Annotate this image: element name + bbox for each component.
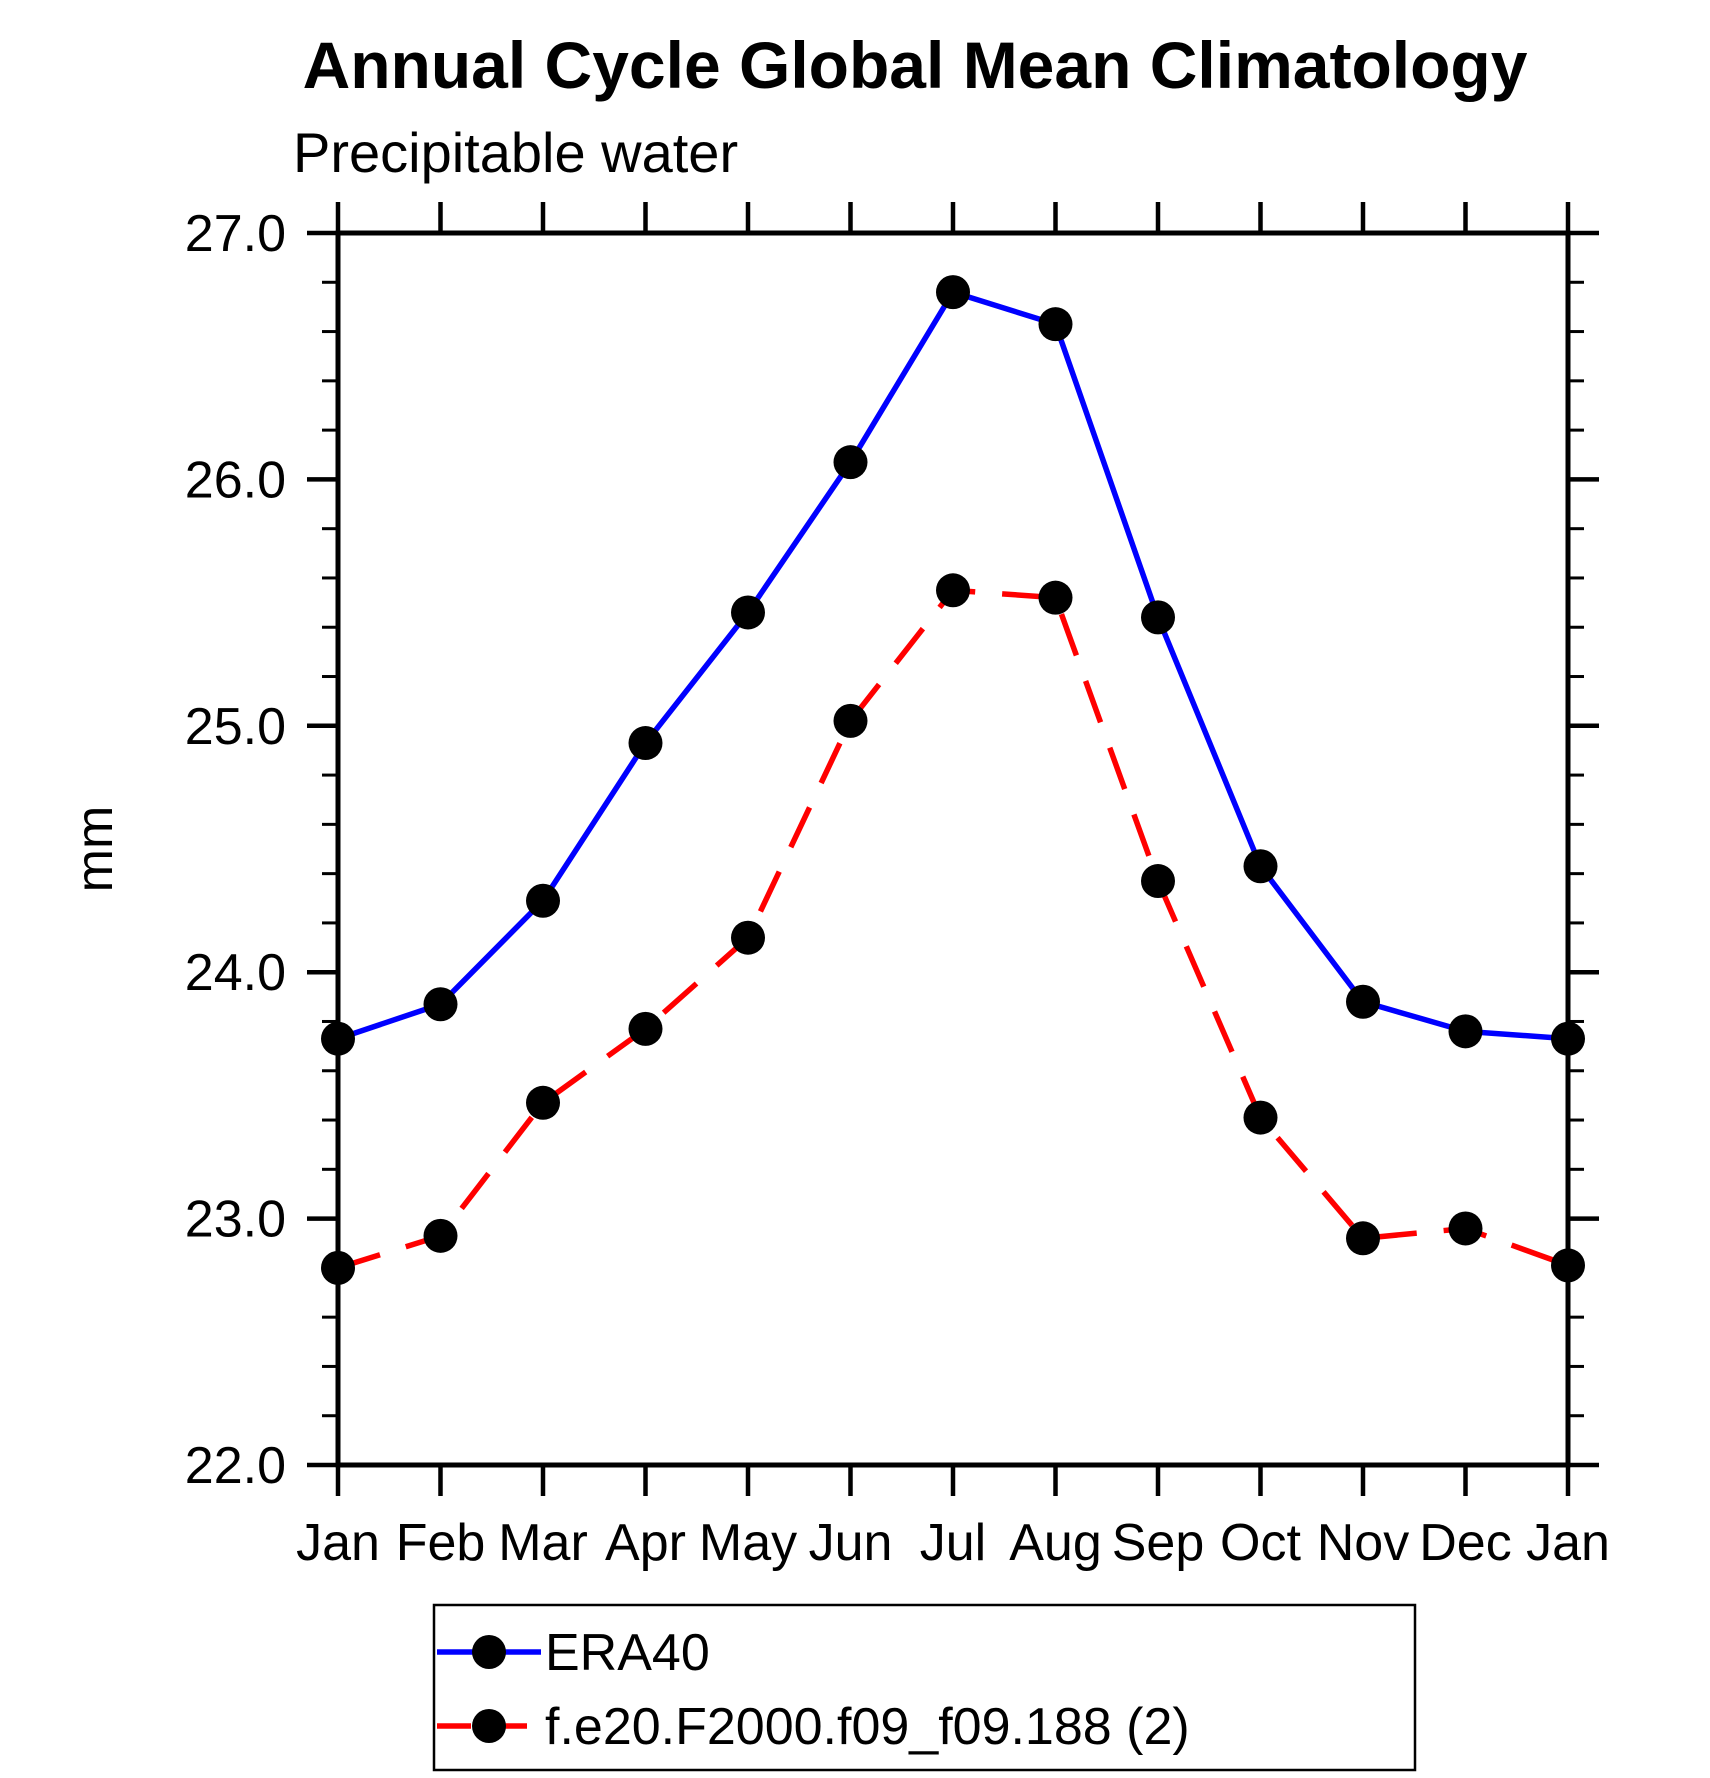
series-1-marker	[1346, 1221, 1380, 1256]
series-0-marker	[936, 275, 970, 310]
y-tick-label: 26.0	[185, 451, 286, 509]
chart-title: Annual Cycle Global Mean Climatology	[303, 28, 1528, 102]
series-0-marker	[628, 726, 663, 761]
legend-items: ERA40 f.e20.F2000.f09_f09.188 (2)	[437, 1624, 1190, 1756]
series-0-marker	[526, 883, 560, 918]
series-0-marker	[1141, 600, 1175, 635]
x-tick-label: Apr	[605, 1514, 686, 1572]
series-0-marker	[321, 1021, 355, 1056]
x-tick-label: Jun	[809, 1514, 893, 1572]
series-0-marker	[1551, 1021, 1585, 1056]
x-tick-label: Jul	[920, 1514, 986, 1572]
x-tick-label: Dec	[1419, 1514, 1511, 1572]
chart-subtitle: Precipitable water	[293, 121, 738, 184]
y-tick-label: 25.0	[185, 698, 286, 756]
legend-box	[432, 1603, 1417, 1772]
legend-item: f.e20.F2000.f09_f09.188 (2)	[437, 1698, 1190, 1756]
series-0-marker	[1243, 849, 1278, 884]
series-1-marker	[1243, 1100, 1278, 1135]
x-tick-label: Oct	[1220, 1514, 1301, 1572]
x-tick-label: Aug	[1009, 1514, 1102, 1572]
series-0-marker	[1448, 1014, 1483, 1049]
legend-marker	[472, 1709, 506, 1743]
series-1-marker	[1448, 1211, 1483, 1246]
legend-label: f.e20.F2000.f09_f09.188 (2)	[545, 1698, 1190, 1756]
series-0-marker	[731, 595, 765, 630]
legend: ERA40 f.e20.F2000.f09_f09.188 (2)	[432, 1603, 1417, 1772]
series-1-marker	[1551, 1248, 1585, 1283]
legend-label: ERA40	[545, 1624, 710, 1682]
y-tick-label: 27.0	[185, 205, 286, 263]
plot-border	[335, 230, 1571, 1468]
legend-marker	[472, 1635, 506, 1669]
y-tick-label: 23.0	[185, 1191, 286, 1249]
series-0-marker	[833, 445, 868, 480]
series-1-marker	[1038, 580, 1073, 615]
series-0-line	[337, 289, 1569, 1042]
x-tick-label: Jan	[296, 1514, 380, 1572]
series-0-marker	[423, 987, 458, 1022]
series-1-marker	[1141, 864, 1175, 899]
series-1-marker	[321, 1250, 355, 1285]
series-1-marker	[526, 1085, 560, 1120]
series-1-marker	[628, 1011, 663, 1046]
y-tick-label: 22.0	[185, 1437, 286, 1495]
series-1-marker	[936, 573, 970, 608]
x-tick-label: Sep	[1112, 1514, 1205, 1572]
x-tick-label: Mar	[498, 1514, 588, 1572]
y-axis-label: mm	[66, 806, 124, 893]
series-1-line	[337, 587, 1569, 1271]
series-layer	[321, 275, 1585, 1285]
x-tick-label: May	[699, 1514, 797, 1572]
plot-axes: Jan Feb Mar Apr May Jun Jul Aug Sep Oct Nov Dec Jan2…	[185, 202, 1610, 1572]
series-1-marker	[731, 920, 765, 955]
series-1-marker	[833, 703, 868, 738]
series-0-marker	[1346, 984, 1380, 1019]
legend-item: ERA40	[437, 1624, 710, 1682]
series-0-marker	[1038, 307, 1073, 342]
x-tick-label: Feb	[396, 1514, 486, 1572]
x-tick-label: Nov	[1317, 1514, 1409, 1572]
y-tick-label: 24.0	[185, 944, 286, 1002]
x-tick-label: Jan	[1526, 1514, 1610, 1572]
series-1-marker	[423, 1218, 458, 1253]
